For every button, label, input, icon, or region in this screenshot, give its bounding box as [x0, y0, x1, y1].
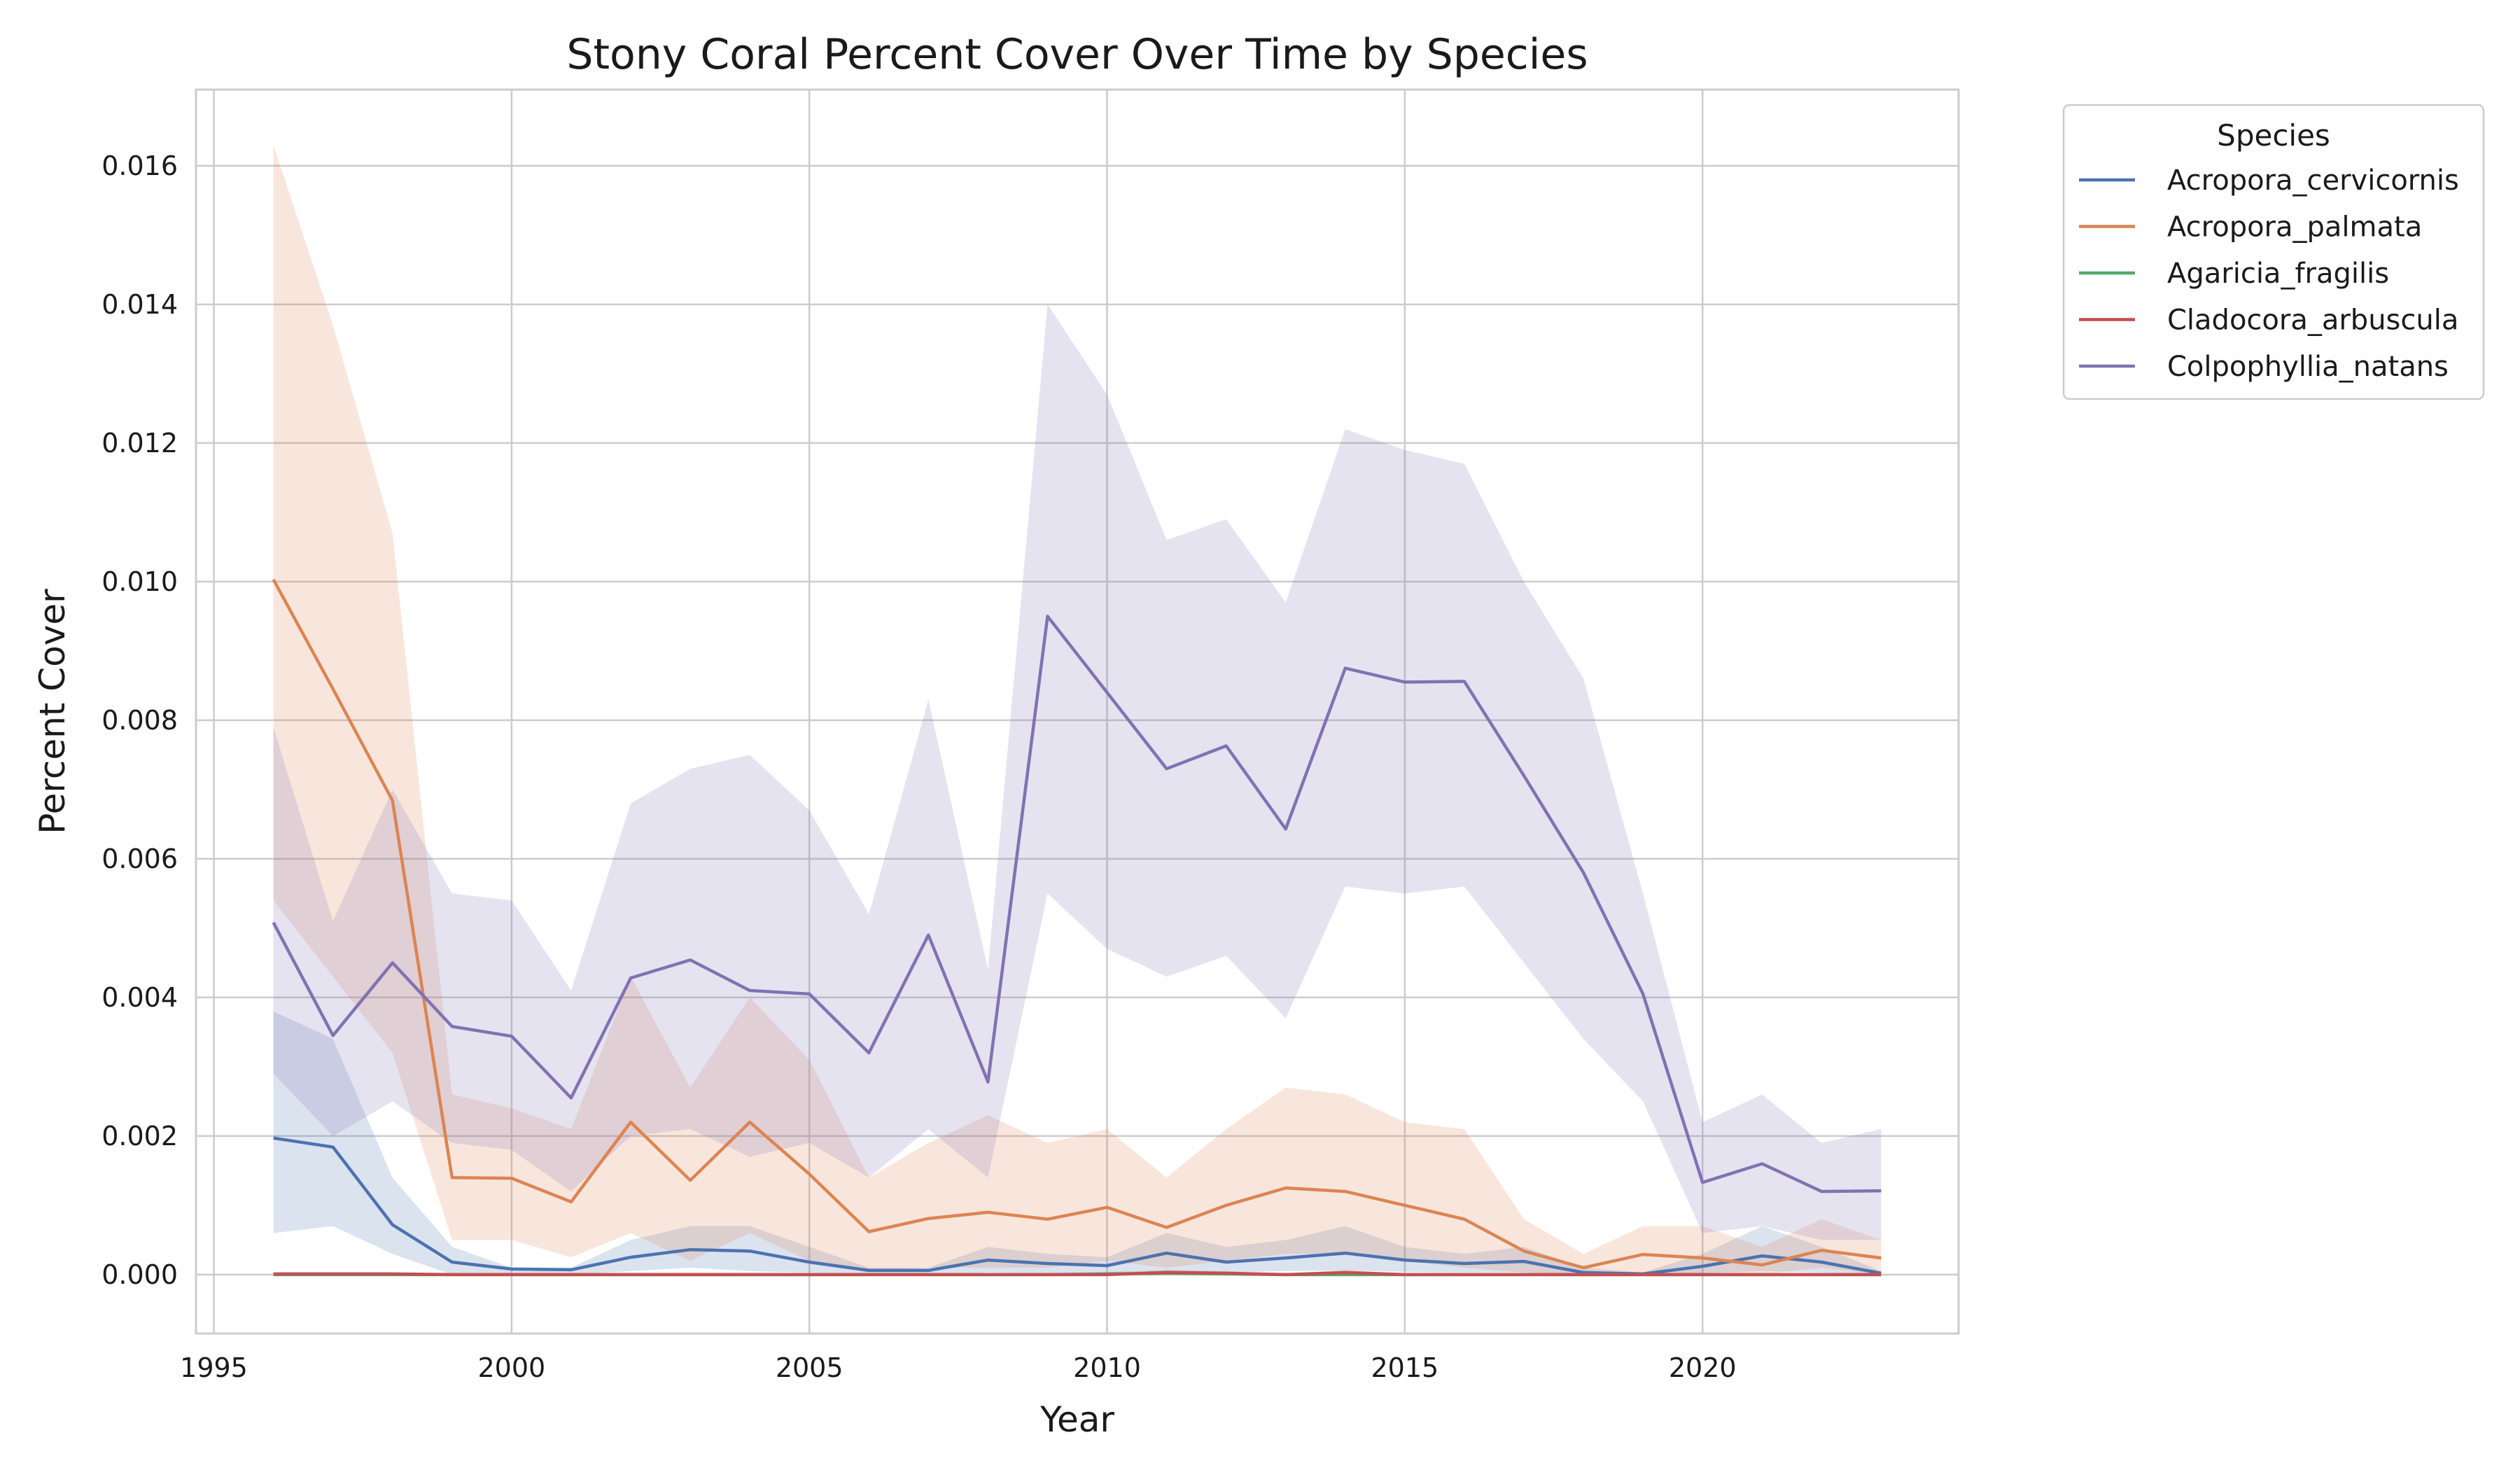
y-tick-label: 0.016 [102, 150, 178, 181]
y-tick-label: 0.004 [102, 982, 178, 1013]
legend-label: Agaricia_fragilis [2167, 258, 2389, 290]
confidence-band-Acropora_palmata [273, 145, 1882, 1275]
y-tick-label: 0.006 [102, 844, 178, 874]
legend-label: Acropora_palmata [2167, 211, 2422, 244]
y-axis-label: Percent Cover [32, 589, 73, 834]
gridlines [196, 90, 1959, 1334]
legend-label: Cladocora_arbuscula [2167, 304, 2458, 337]
y-axis-ticks: 0.000 0.002 0.004 0.006 0.008 0.010 0.012 0.014… [102, 150, 178, 1290]
plot-frame [195, 88, 1960, 1335]
series-line-Colpophyllia_natans [272, 615, 1882, 1194]
legend-title: Species [2217, 118, 2330, 153]
y-tick-label: 0.008 [102, 705, 178, 736]
y-tick-label: 0.010 [102, 566, 178, 597]
y-tick-label: 0.002 [102, 1121, 178, 1152]
y-tick-label: 0.014 [102, 289, 178, 320]
y-tick-label: 0.012 [102, 428, 178, 458]
series-line-Cladocora_arbuscula [273, 1270, 1882, 1277]
series-lines [272, 578, 1882, 1277]
legend: Species Acropora_cervicornis Acropora_pal… [2062, 104, 2485, 400]
x-tick-label: 2015 [1371, 1352, 1439, 1383]
x-tick-label: 2005 [776, 1352, 844, 1383]
y-tick-label: 0.000 [102, 1259, 178, 1290]
chart-title: Stony Coral Percent Cover Over Time by S… [566, 30, 1588, 79]
series-line-Acropora_palmata [272, 578, 1882, 1270]
legend-label: Acropora_cervicornis [2167, 164, 2459, 197]
x-axis-label: Year [1040, 1399, 1114, 1440]
legend-items: Acropora_cervicornis Acropora_palmata Agar… [2079, 164, 2459, 383]
x-axis-ticks: 1995 2000 2005 2010 2015 2020 [180, 1352, 1736, 1383]
confidence-band-Acropora_cervicornis [273, 1011, 1882, 1275]
legend-box [2062, 104, 2485, 400]
x-tick-label: 2000 [477, 1352, 545, 1383]
legend-label: Colpophyllia_natans [2167, 351, 2449, 383]
x-tick-label: 2010 [1073, 1352, 1141, 1383]
x-tick-label: 2020 [1669, 1352, 1737, 1383]
confidence-band-Colpophyllia_natans [273, 304, 1882, 1240]
x-tick-label: 1995 [180, 1352, 248, 1383]
